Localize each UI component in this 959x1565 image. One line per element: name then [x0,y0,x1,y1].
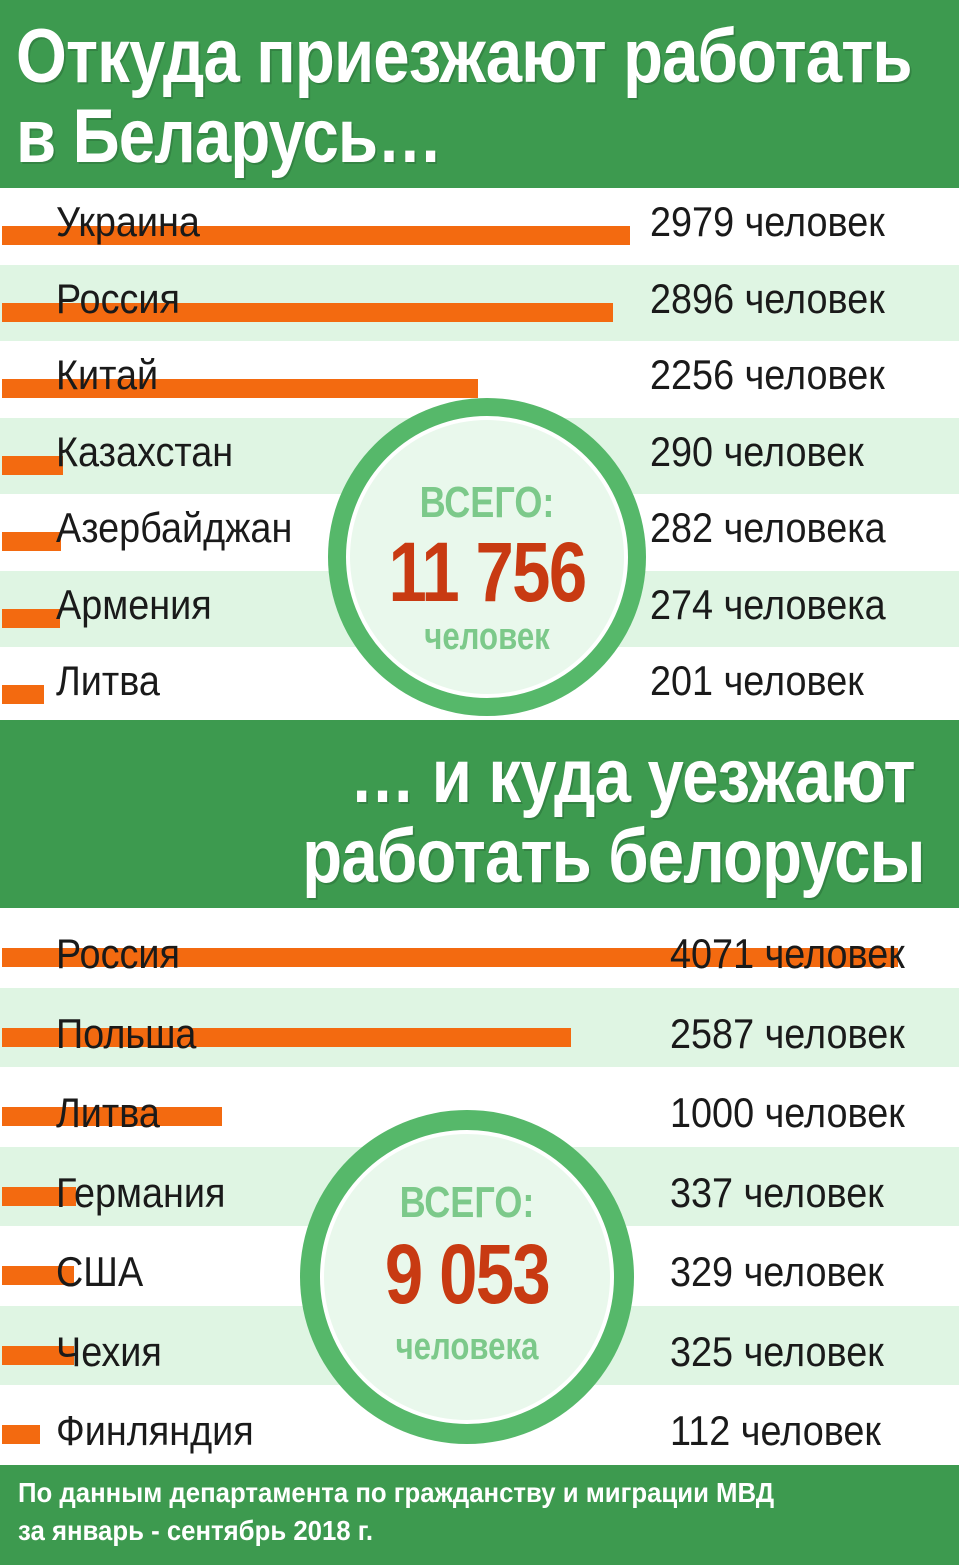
value-label: 290 человек [650,427,864,475]
category-label: Польша [56,1009,197,1057]
chart-row: Польша 2587 человек [0,987,959,1067]
bar-2 [2,1107,223,1126]
category-label: США [56,1248,144,1295]
value-label: 2256 человек [650,351,885,398]
chart-row: Литва 201 человек [0,647,959,724]
total-label-top: ВСЕГО: [419,478,555,527]
chart-row: Россия 2896 человек [0,264,959,341]
bar-4 [2,532,62,551]
bar-3 [2,1186,77,1206]
value-label: 112 человек [670,1407,881,1454]
bar-0 [2,226,630,245]
category-label: Россия [56,274,180,322]
category-label: Финляндия [56,1407,254,1454]
chart-row: США 329 человек [0,1226,959,1306]
footer: По данным департамента по гражданству и … [0,1465,959,1565]
total-unit-bottom: человека [395,1326,539,1368]
value-label: 282 человека [650,504,886,551]
category-label: Казахстан [56,427,234,475]
value-label: 2587 человек [670,1009,905,1057]
bar-6 [2,1425,40,1444]
chart-row: Финляндия 112 человек [0,1385,959,1465]
title-top-line2: в Беларусь… [16,94,443,179]
value-label: 2896 человек [650,274,885,322]
title-bottom-line1: … и куда уезжают [350,734,916,819]
category-label: Германия [56,1168,226,1216]
chart-row: Литва 1000 человек [0,1067,959,1147]
title-top-line1: Откуда приезжают работать [16,14,913,99]
total-value-top: 11 756 [388,525,587,619]
category-label: Армения [56,580,212,628]
value-label: 337 человек [670,1168,884,1216]
total-label-bottom: ВСЕГО: [399,1178,535,1227]
footer-source-line1: По данным департамента по гражданству и … [18,1477,775,1508]
value-label: 2979 человек [650,198,885,245]
bar-4 [2,1266,75,1285]
bar-6 [2,685,45,704]
total-circle-top: ВСЕГО: 11 756 человек [328,398,646,716]
category-label: Литва [56,657,160,704]
total-value-bottom: 9 053 [384,1227,551,1321]
bar-1 [2,1027,572,1047]
bar-3 [2,455,64,475]
category-label: Китай [56,351,159,398]
chart-row: Китай 2256 человек [0,341,959,418]
header-top [0,0,959,188]
header-bottom [0,720,959,908]
value-label: 1000 человек [670,1089,905,1136]
category-label: Чехия [56,1327,162,1375]
footer-source-line2: за январь - сентябрь 2018 г. [18,1515,374,1546]
total-unit-top: человек [424,616,550,658]
value-label: 4071 человек [670,930,905,977]
value-label: 274 человека [650,580,886,628]
value-label: 329 человек [670,1248,884,1295]
total-circle-bottom: ВСЕГО: 9 053 человека [300,1110,634,1444]
value-label: 201 человек [650,657,864,704]
chart-row: Россия 4071 человек [0,908,959,988]
bar-1 [2,302,613,322]
chart-row: Азербайджан 282 человека [0,494,959,571]
bar-2 [2,379,478,398]
category-label: Азербайджан [56,504,293,551]
bar-0 [2,948,898,967]
bar-5 [2,608,60,628]
category-label: Украина [56,198,200,245]
chart-row: Украина 2979 человек [0,188,959,265]
category-label: Литва [56,1089,160,1136]
category-label: Россия [56,930,180,977]
title-bottom-line2: работать белорусы [302,814,926,899]
value-label: 325 человек [670,1327,884,1375]
bar-5 [2,1345,74,1365]
